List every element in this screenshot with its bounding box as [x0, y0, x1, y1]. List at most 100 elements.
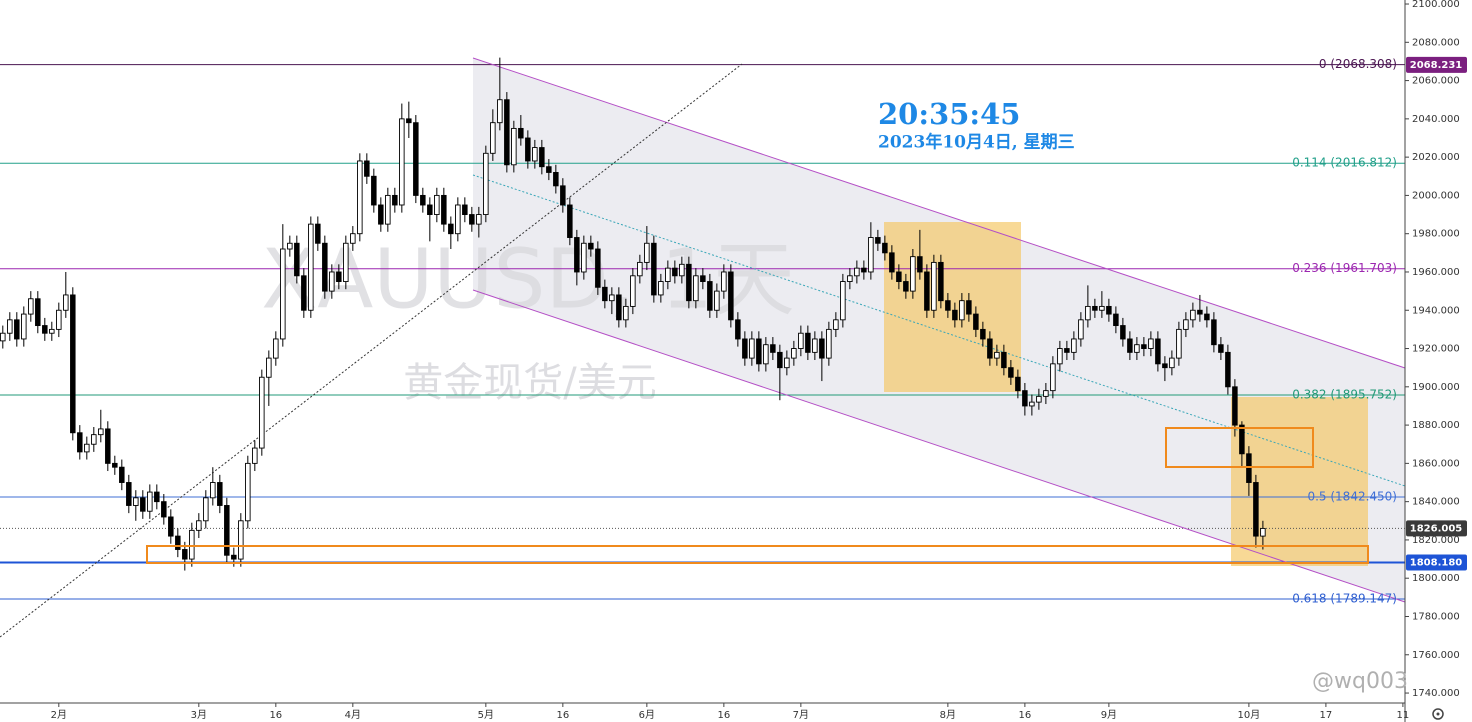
fib-label: 0.618 (1789.147) — [1292, 591, 1397, 605]
candle-body — [301, 275, 307, 311]
candle-body — [1120, 325, 1126, 340]
price-tag — [1406, 520, 1467, 537]
candle-body — [546, 166, 552, 173]
candle-body — [875, 237, 881, 244]
candle-body — [406, 118, 412, 124]
candle-body — [1029, 401, 1035, 407]
candle-body — [812, 338, 818, 353]
candle-body — [511, 127, 517, 166]
candle-body — [777, 351, 783, 369]
candle-body — [854, 267, 860, 277]
settings-icon-center — [1436, 712, 1440, 716]
candle-body — [105, 428, 111, 464]
candle-body — [980, 328, 986, 340]
fib-label: 0.114 (2016.812) — [1292, 156, 1397, 170]
candle-body — [392, 194, 398, 206]
settings-icon[interactable] — [1432, 708, 1444, 720]
candle-body — [763, 344, 769, 365]
x-tick-label: 8月 — [940, 709, 956, 721]
fib-label: 0.5 (1842.450) — [1307, 489, 1397, 503]
y-tick-label: 1900.000 — [1412, 382, 1460, 393]
candle-body — [994, 351, 1000, 359]
candle-body — [679, 263, 685, 277]
drawings-front — [146, 427, 1369, 564]
candle-body — [434, 194, 440, 216]
candle-body — [756, 338, 762, 365]
price-tag-label: 2068.231 — [1410, 60, 1463, 71]
x-tick-label: 9月 — [1101, 709, 1117, 721]
y-tick-label: 1840.000 — [1412, 497, 1460, 508]
x-tick-label: 17 — [1320, 710, 1333, 721]
candle-body — [182, 549, 188, 560]
candle-body — [973, 313, 979, 330]
candle-body — [231, 554, 237, 560]
candle-body — [623, 305, 629, 321]
candle-body — [476, 214, 482, 225]
y-axis-panel — [1405, 0, 1472, 722]
candle-body — [504, 99, 510, 166]
candle-body — [798, 332, 804, 349]
candle-body — [966, 300, 972, 315]
candle-body — [686, 263, 692, 302]
candle-body — [1246, 453, 1252, 483]
candle-body — [483, 152, 489, 216]
fib-label: 0.236 (1961.703) — [1292, 261, 1397, 275]
y-tick-label: 1760.000 — [1412, 650, 1460, 661]
candle-body — [1225, 351, 1231, 388]
y-tick-label: 1920.000 — [1412, 344, 1460, 355]
candle-body — [259, 376, 265, 449]
candle-body — [1064, 348, 1070, 353]
candle-body — [378, 204, 384, 225]
candle-body — [1162, 363, 1168, 369]
candle-body — [1260, 527, 1266, 537]
candle-body — [735, 319, 741, 340]
candle-body — [707, 281, 713, 311]
fib-labels: 0 (2068.308) 0.114 (2016.812) 0.236 (1961.… — [1292, 57, 1397, 605]
candle-body — [0, 332, 6, 342]
candle-body — [518, 127, 524, 139]
candle-body — [203, 497, 209, 522]
candle-body — [784, 357, 790, 369]
candle-body — [700, 275, 706, 282]
x-tick-label: 3月 — [191, 709, 207, 721]
candle-body — [1036, 395, 1042, 403]
x-tick-label: 16 — [556, 710, 569, 721]
candle-body — [91, 434, 97, 445]
y-tick-label: 1980.000 — [1412, 229, 1460, 240]
candle-body — [175, 535, 181, 550]
candle-body — [770, 344, 776, 353]
candle-body — [287, 242, 293, 250]
candle-body — [658, 281, 664, 296]
candle-body — [1218, 344, 1224, 353]
candle-body — [280, 248, 286, 340]
candle-body — [1239, 424, 1245, 455]
candle-body — [672, 267, 678, 277]
x-tick-label: 11 — [1397, 710, 1410, 721]
candle-body — [35, 298, 41, 327]
channel-bottom — [472, 289, 1406, 603]
candle-body — [1022, 390, 1028, 407]
candle-body — [1085, 305, 1091, 321]
price-tag — [1406, 554, 1467, 571]
candle-body — [147, 491, 153, 512]
candle-body — [1232, 386, 1238, 426]
candle-body — [70, 294, 76, 434]
y-tick-label: 1940.000 — [1412, 305, 1460, 316]
candle-body — [217, 482, 223, 506]
candle-body — [840, 281, 846, 321]
fib-label: 0.382 (1895.752) — [1292, 387, 1397, 401]
candle-body — [1127, 338, 1133, 353]
candle-body — [336, 271, 342, 282]
candle-body — [889, 252, 895, 273]
candle-body — [224, 505, 230, 556]
zone-box — [146, 545, 1369, 564]
candle-body — [273, 338, 279, 359]
candle-body — [77, 432, 83, 453]
y-tick-label: 2060.000 — [1412, 76, 1460, 87]
candle-body — [602, 286, 608, 302]
candle-body — [49, 328, 55, 334]
candle-body — [588, 242, 594, 250]
x-axis-panel — [0, 703, 1405, 722]
candle-body — [329, 271, 335, 292]
